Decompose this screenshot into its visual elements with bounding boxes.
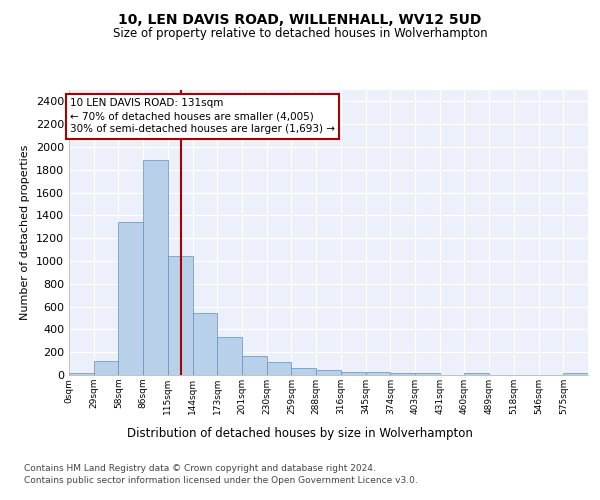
Bar xyxy=(193,314,217,375)
Text: 10 LEN DAVIS ROAD: 131sqm
← 70% of detached houses are smaller (4,005)
30% of se: 10 LEN DAVIS ROAD: 131sqm ← 70% of detac… xyxy=(70,98,335,134)
Bar xyxy=(217,337,242,375)
Bar xyxy=(143,160,168,375)
Bar xyxy=(118,222,143,375)
Bar xyxy=(267,362,292,375)
Text: 10, LEN DAVIS ROAD, WILLENHALL, WV12 5UD: 10, LEN DAVIS ROAD, WILLENHALL, WV12 5UD xyxy=(118,12,482,26)
Text: Contains public sector information licensed under the Open Government Licence v3: Contains public sector information licen… xyxy=(24,476,418,485)
Text: Contains HM Land Registry data © Crown copyright and database right 2024.: Contains HM Land Registry data © Crown c… xyxy=(24,464,376,473)
Bar xyxy=(316,370,341,375)
Bar xyxy=(464,372,489,375)
Bar xyxy=(365,372,390,375)
Bar xyxy=(94,362,118,375)
Bar xyxy=(69,374,94,375)
Y-axis label: Number of detached properties: Number of detached properties xyxy=(20,145,31,320)
Text: Size of property relative to detached houses in Wolverhampton: Size of property relative to detached ho… xyxy=(113,28,487,40)
Bar xyxy=(415,374,440,375)
Bar xyxy=(563,374,588,375)
Bar xyxy=(242,356,267,375)
Bar xyxy=(390,372,415,375)
Bar xyxy=(168,256,193,375)
Bar xyxy=(292,368,316,375)
Bar xyxy=(341,372,365,375)
Text: Distribution of detached houses by size in Wolverhampton: Distribution of detached houses by size … xyxy=(127,428,473,440)
